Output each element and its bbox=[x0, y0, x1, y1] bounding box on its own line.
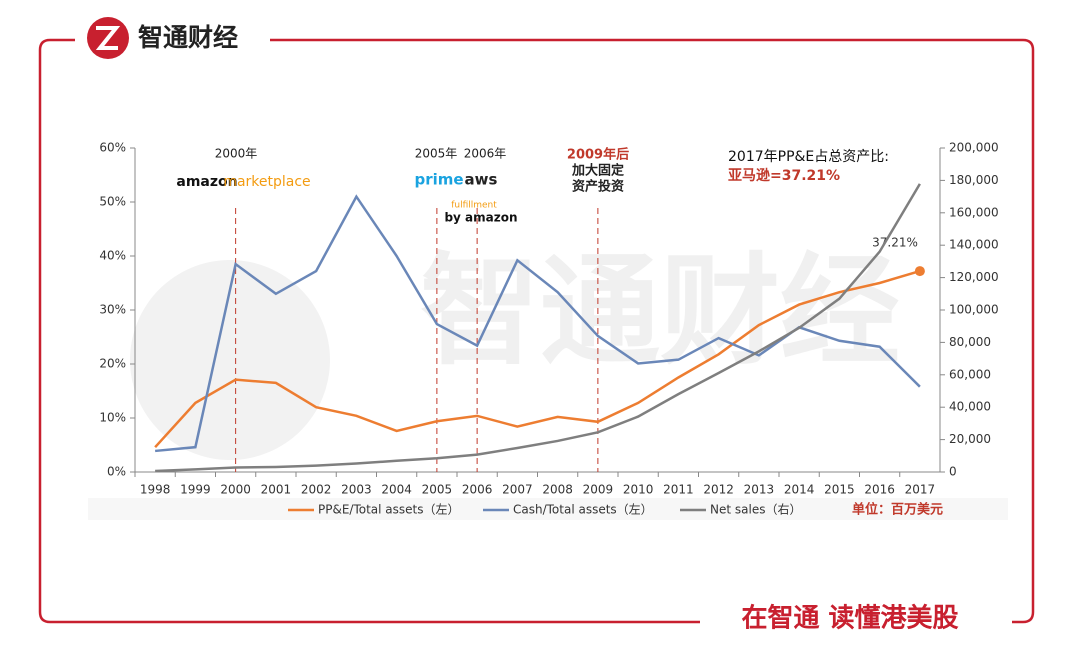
legend-band bbox=[88, 498, 1008, 520]
x-tick-label: 2009 bbox=[583, 483, 614, 497]
x-tick-label: 2012 bbox=[703, 483, 734, 497]
x-tick-label: 2007 bbox=[502, 483, 533, 497]
value-label: 37.21% bbox=[872, 236, 918, 250]
y-tick-label: 30% bbox=[99, 303, 126, 317]
brand: 智通财经 bbox=[138, 23, 238, 52]
x-tick-label: 2013 bbox=[744, 483, 775, 497]
y2-tick-label: 60,000 bbox=[949, 367, 991, 381]
y2-tick-label: 20,000 bbox=[949, 432, 991, 446]
x-tick-label: 2017 bbox=[905, 483, 936, 497]
annotation: 2017年PP&E占总资产比: bbox=[728, 149, 889, 165]
frame-right bbox=[270, 38, 1035, 624]
annotation: 2009年后 bbox=[567, 147, 629, 163]
legend-label: Cash/Total assets（左） bbox=[513, 502, 653, 517]
x-tick-label: 2005 bbox=[422, 483, 453, 497]
annotation: 2005年 bbox=[415, 147, 458, 161]
legend-label: Net sales（右） bbox=[710, 502, 801, 517]
x-tick-label: 2002 bbox=[301, 483, 332, 497]
y-tick-label: 60% bbox=[99, 141, 126, 155]
annotation: marketplace bbox=[223, 174, 310, 190]
x-tick-label: 2008 bbox=[542, 483, 573, 497]
annotation: 亚马逊=37.21% bbox=[728, 168, 840, 184]
y2-tick-label: 40,000 bbox=[949, 400, 991, 414]
annotation: fulfillment bbox=[451, 201, 497, 211]
x-tick-label: 2006 bbox=[462, 483, 493, 497]
frame bbox=[38, 38, 1035, 624]
slogan: 在智通 读懂港美股 bbox=[741, 603, 958, 634]
y2-tick-label: 0 bbox=[949, 465, 957, 479]
y2-tick-label: 120,000 bbox=[949, 270, 999, 284]
annotation: 资产投资 bbox=[572, 179, 624, 195]
logo-glyph bbox=[95, 26, 121, 50]
y-tick-label: 10% bbox=[99, 411, 126, 425]
x-tick-label: 2004 bbox=[381, 483, 412, 497]
annotation: amazon bbox=[176, 174, 237, 190]
x-tick-label: 2010 bbox=[623, 483, 654, 497]
y2-tick-label: 180,000 bbox=[949, 173, 999, 187]
x-tick-label: 1998 bbox=[140, 483, 171, 497]
annotation: prime bbox=[414, 171, 463, 189]
y2-tick-label: 140,000 bbox=[949, 238, 999, 252]
series-line bbox=[155, 183, 921, 473]
y-tick-label: 0% bbox=[107, 465, 126, 479]
y2-tick-label: 200,000 bbox=[949, 141, 999, 155]
x-tick-label: 2001 bbox=[261, 483, 292, 497]
x-tick-label: 2011 bbox=[663, 483, 694, 497]
end-point bbox=[914, 266, 925, 277]
y-tick-label: 40% bbox=[99, 249, 126, 263]
frame-left bbox=[38, 38, 700, 624]
y2-tick-label: 80,000 bbox=[949, 335, 991, 349]
series-line bbox=[154, 269, 921, 449]
y-tick-label: 20% bbox=[99, 357, 126, 371]
x-tick-label: 2000 bbox=[220, 483, 251, 497]
x-tick-label: 2014 bbox=[784, 483, 815, 497]
watermark-mark bbox=[130, 260, 330, 460]
unit-note: 单位：百万美元 bbox=[852, 502, 943, 518]
x-tick-label: 1999 bbox=[180, 483, 211, 497]
y-tick-label: 50% bbox=[99, 195, 126, 209]
y2-tick-label: 100,000 bbox=[949, 303, 999, 317]
annotation: 2006年 bbox=[464, 147, 507, 161]
legend-label: PP&E/Total assets（左） bbox=[318, 502, 460, 517]
y2-tick-label: 160,000 bbox=[949, 205, 999, 219]
annotation: by amazon bbox=[444, 211, 517, 225]
x-tick-label: 2015 bbox=[824, 483, 855, 497]
x-tick-label: 2016 bbox=[864, 483, 895, 497]
annotation: aws bbox=[465, 171, 498, 189]
annotation: 加大固定 bbox=[571, 163, 624, 179]
annotation: 2000年 bbox=[215, 147, 258, 161]
x-tick-label: 2003 bbox=[341, 483, 372, 497]
